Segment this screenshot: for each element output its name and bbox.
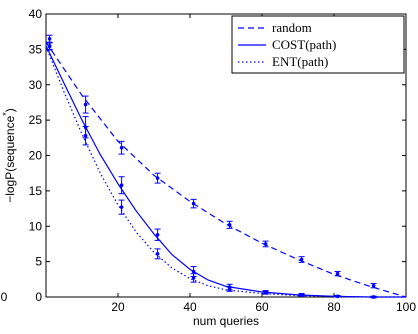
x-tick-label: 60 [255,300,269,314]
legend-label: COST(path) [272,37,336,52]
data-point [83,133,88,138]
data-point [263,242,268,246]
y-axis-title-close: ) [3,108,17,112]
x-origin-label: 0 [1,290,8,304]
data-point [227,287,232,292]
data-point [335,294,340,299]
data-point [299,257,304,262]
series-0 [45,34,407,298]
y-tick-label: 10 [29,219,43,233]
series-2-errors [46,42,377,299]
data-point [155,232,160,237]
y-axis-title: −logP(sequence*) [1,108,17,203]
y-tick-label: 15 [29,184,43,198]
series-2 [45,46,406,298]
data-point [83,102,88,107]
series-line [45,45,406,298]
data-point [155,176,160,180]
data-point [155,252,160,256]
y-tick-label: 35 [29,42,43,56]
legend-label: ENT(path) [272,54,328,69]
data-point [371,283,376,288]
y-tick-label: 25 [29,113,43,127]
data-point [119,183,124,188]
legend-label: random [272,20,312,35]
y-tick-label: 0 [35,290,42,304]
data-point [47,44,52,49]
y-tick-label: 30 [29,78,43,92]
data-point [335,271,340,276]
x-tick-label: 40 [183,300,197,314]
x-axis-title: num queries [193,314,259,328]
y-tick-label: 40 [29,7,43,21]
data-point [263,290,268,295]
y-tick-label: 20 [29,149,43,163]
y-axis-title-main: −logP(sequence [3,115,17,202]
data-point [191,201,196,206]
series-line [45,41,407,298]
x-tick-label: 80 [327,300,341,314]
data-point [119,205,124,209]
data-point [371,295,376,299]
data-point [299,293,304,297]
y-axis-title-superscript: * [1,112,11,116]
series-line [45,46,406,298]
x-tick-label: 100 [396,300,416,314]
x-tick-label: 20 [111,300,125,314]
y-tick-label: 5 [35,255,42,269]
data-point [191,276,196,280]
data-point [191,269,196,274]
data-point [119,145,124,150]
data-point [47,36,52,41]
data-point [227,223,232,227]
